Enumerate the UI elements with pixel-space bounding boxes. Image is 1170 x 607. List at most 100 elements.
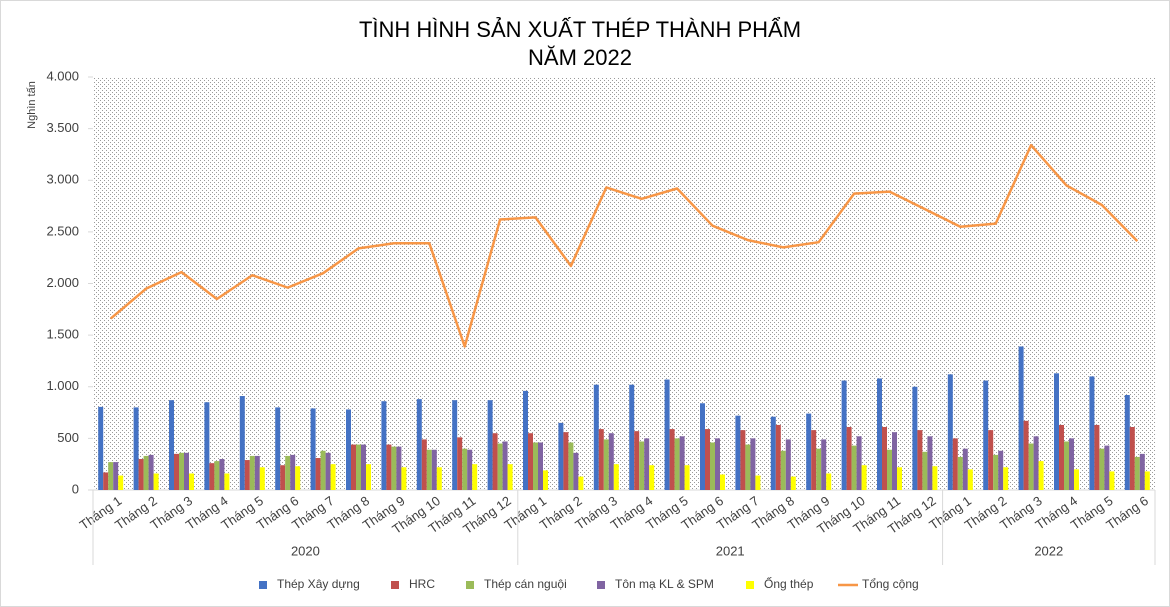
y-tick-label: 1.500 [46,327,79,342]
bar [285,455,291,490]
y-tick-label: 4.000 [46,68,79,83]
legend-label: HRC [409,577,435,591]
bar [1074,469,1079,490]
bar [1104,445,1110,490]
y-tick-label: 2.000 [46,275,79,290]
y-tick-label: 500 [57,430,79,445]
bar [108,462,114,490]
bar [1089,376,1095,490]
bar [1059,424,1064,490]
legend-label: Tổng cộng [862,577,919,591]
group-label: 2021 [716,543,745,558]
bar [917,430,923,490]
bar [1064,441,1069,490]
bar [674,438,680,490]
bar [148,454,154,490]
bar [179,452,184,490]
bar [882,427,887,490]
y-tick-label: 1.000 [46,378,79,393]
bar [467,449,473,490]
bar [780,450,786,490]
bar [912,386,918,490]
bar [952,438,958,490]
bar [436,467,442,490]
bar [821,439,827,490]
bar [745,444,751,490]
bar [851,445,857,490]
bar [705,429,710,490]
bar [138,459,144,490]
bar [98,406,104,490]
bar [528,433,533,490]
legend-label: Tôn mạ KL & SPM [615,577,714,591]
group-label: 2022 [1034,543,1063,558]
legend-marker [391,581,399,589]
bar [280,465,286,490]
bar [426,449,432,490]
y-tick-label: 0 [72,481,79,496]
bar [806,413,812,490]
bar [113,462,119,490]
bar [259,467,265,490]
bar [1023,420,1029,490]
bar [679,436,685,490]
y-tick-label: 3.500 [46,120,79,135]
bar [209,463,215,490]
bar [750,438,756,490]
bar [770,416,776,490]
bar [735,415,741,490]
bar [846,427,852,490]
y-tick-label: 2.500 [46,223,79,238]
bar [224,473,230,490]
bar [401,467,407,490]
bar [174,453,179,490]
bar [169,400,174,490]
bar [239,396,245,490]
bar [740,430,746,490]
bar [856,436,862,490]
bar [421,439,427,490]
bar [1054,373,1059,490]
bar [1003,467,1009,490]
bar [249,455,255,490]
bar [1134,456,1140,490]
bar [214,461,220,490]
bar [184,452,189,490]
bar [143,455,149,490]
bar [608,433,614,490]
bar [361,444,366,490]
legend-label: Thép Xây dựng [277,577,360,591]
bar [330,464,336,490]
bar [497,443,503,490]
bar [502,441,508,490]
bar [998,450,1004,490]
bar [416,399,422,490]
bar [1033,436,1039,490]
bar [290,454,296,490]
bar [507,464,513,490]
bar [391,446,397,490]
bar [219,459,225,490]
legend-marker [259,581,267,589]
legend-marker [746,581,754,589]
bar [1018,346,1024,490]
bar [320,450,326,490]
bar [1109,471,1115,490]
bar [1099,448,1105,490]
bar [755,475,761,490]
bar [356,444,361,490]
bar [315,457,321,490]
chart-title: TÌNH HÌNH SẢN XUẤT THÉP THÀNH PHẨM [359,17,801,42]
bar [715,438,720,490]
bar [967,469,973,490]
chart-title: NĂM 2022 [528,45,632,70]
bar [1129,427,1135,490]
bar [133,407,139,490]
y-tick-label: 3.000 [46,172,79,187]
bar [720,474,725,490]
bar [634,431,640,490]
bar [988,430,994,490]
bar [244,460,250,490]
bar [1028,443,1034,490]
bar [684,465,690,490]
